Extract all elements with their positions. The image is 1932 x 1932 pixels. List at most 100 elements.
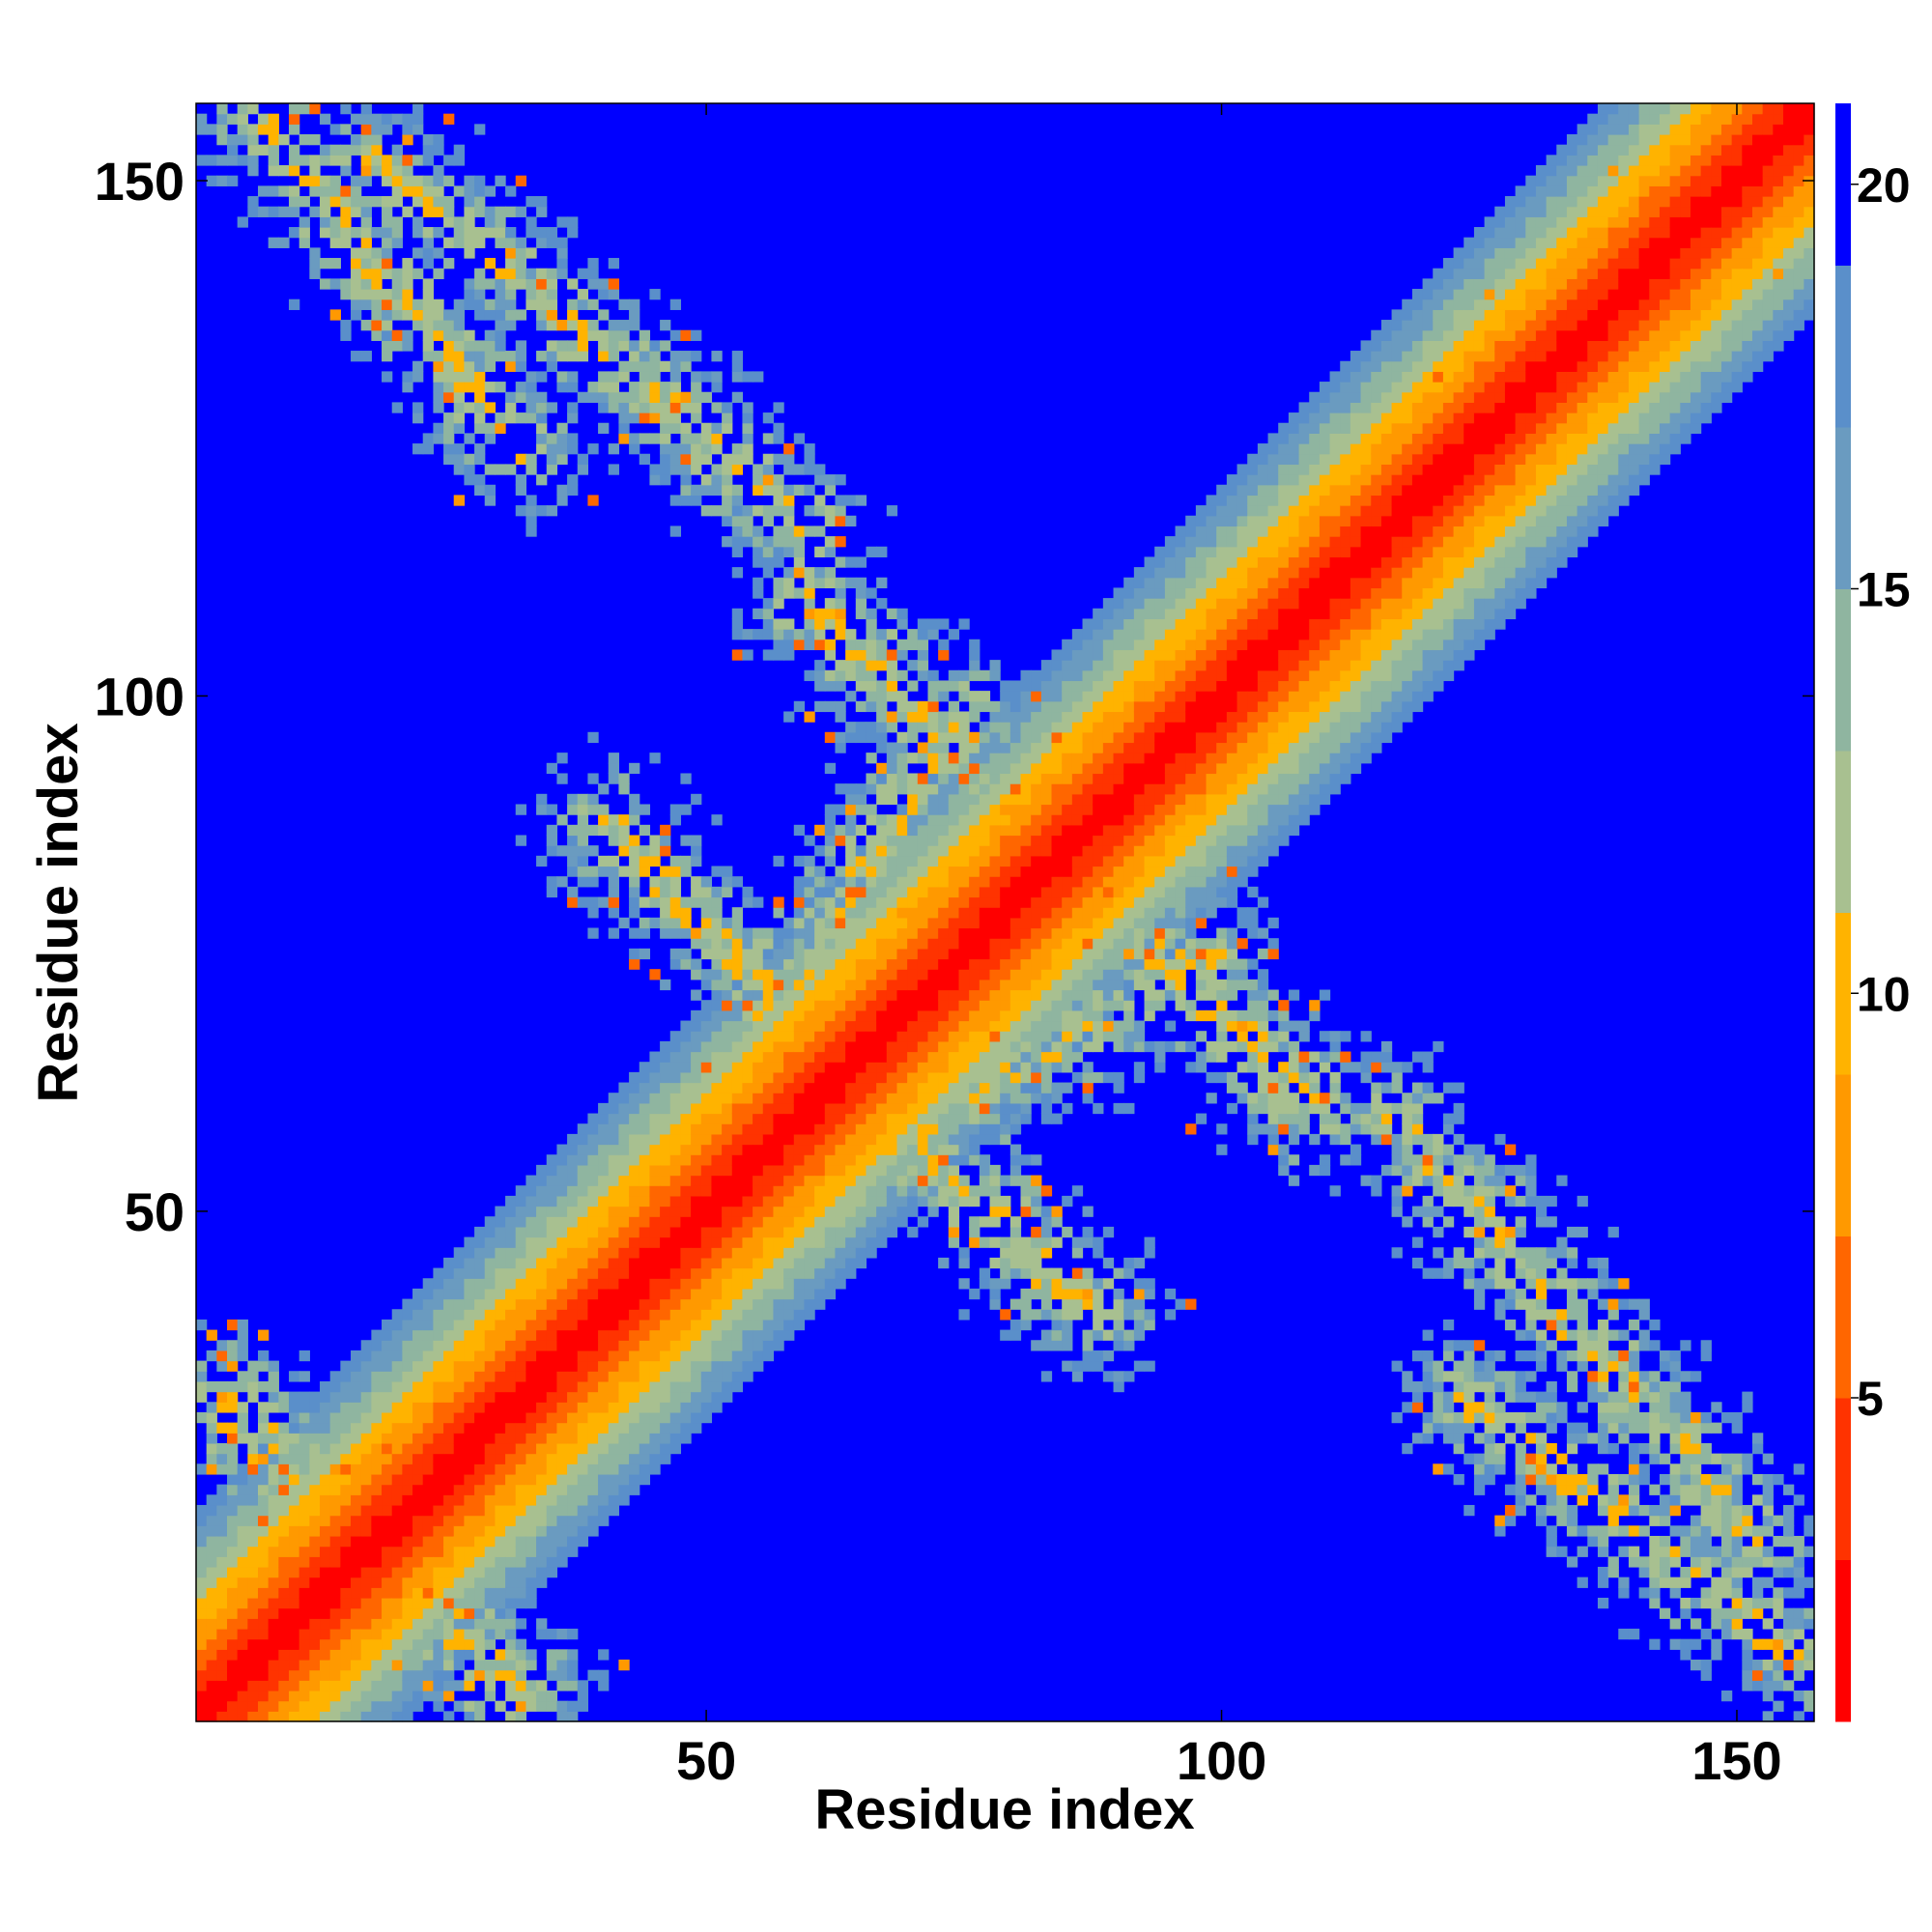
heatmap-cell — [835, 989, 846, 1001]
heatmap-cell — [495, 1463, 506, 1475]
heatmap-cell — [979, 773, 991, 784]
heatmap-cell — [505, 258, 517, 270]
heatmap-cell — [927, 1164, 939, 1177]
heatmap-cell — [433, 1380, 444, 1393]
heatmap-cell — [484, 1247, 496, 1259]
heatmap-cell — [360, 278, 372, 290]
heatmap-cell — [938, 896, 950, 908]
heatmap-cell — [484, 351, 496, 362]
heatmap-cell — [371, 1711, 383, 1722]
heatmap-cell — [608, 382, 620, 393]
heatmap-cell — [917, 886, 929, 898]
heatmap-cell — [989, 927, 1001, 939]
heatmap-cell — [927, 969, 939, 980]
heatmap-cell — [464, 464, 475, 475]
heatmap-cell — [443, 329, 455, 341]
heatmap-cell — [340, 1587, 352, 1599]
heatmap-cell — [598, 1247, 610, 1259]
heatmap-cell — [237, 1669, 248, 1681]
heatmap-cell — [1062, 1195, 1073, 1208]
heatmap-cell — [845, 660, 857, 671]
heatmap-cell — [680, 453, 692, 466]
heatmap-cell — [608, 1298, 620, 1310]
heatmap-cell — [711, 484, 723, 497]
heatmap-cell — [608, 927, 620, 939]
heatmap-cell — [680, 1040, 692, 1053]
heatmap-cell — [639, 1226, 651, 1238]
heatmap-cell — [422, 309, 434, 321]
heatmap-cell — [866, 773, 877, 784]
heatmap-cell — [804, 938, 815, 950]
heatmap-cell — [762, 629, 775, 640]
heatmap-cell — [1009, 1051, 1022, 1063]
heatmap-cell — [1031, 958, 1042, 970]
heatmap-cell — [382, 237, 393, 248]
heatmap-cell — [258, 1453, 270, 1464]
heatmap-cell — [896, 886, 908, 898]
heatmap-cell — [691, 464, 702, 475]
heatmap-cell — [793, 484, 806, 497]
heatmap-cells — [196, 103, 1815, 1722]
heatmap-cell — [680, 1340, 692, 1351]
heatmap-cell — [453, 1577, 465, 1588]
heatmap-cell — [464, 196, 475, 208]
heatmap-cell — [804, 1040, 815, 1053]
heatmap-cell — [567, 1669, 579, 1681]
heatmap-cell — [886, 1133, 898, 1146]
heatmap-cell — [700, 1309, 713, 1321]
heatmap-cell — [618, 1257, 630, 1269]
heatmap-cell — [391, 144, 403, 156]
heatmap-cell — [804, 1133, 815, 1146]
heatmap-cell — [515, 1700, 526, 1712]
heatmap-cell — [927, 1082, 939, 1094]
heatmap-cell — [896, 1020, 908, 1032]
heatmap-cell — [412, 268, 424, 279]
heatmap-cell — [320, 1411, 331, 1424]
heatmap-cell — [762, 1123, 775, 1135]
heatmap-cell — [639, 1062, 651, 1073]
heatmap-cell — [1062, 1040, 1073, 1053]
heatmap-cell — [649, 845, 661, 857]
heatmap-cell — [938, 845, 950, 857]
heatmap-cell — [639, 1093, 651, 1104]
heatmap-cell — [474, 1669, 486, 1681]
heatmap-cell — [320, 1525, 331, 1537]
heatmap-cell — [958, 1082, 970, 1094]
heatmap-cell — [680, 1257, 692, 1269]
heatmap-cell — [474, 1371, 486, 1382]
heatmap-cell — [917, 649, 929, 661]
heatmap-cell — [227, 1597, 239, 1609]
heatmap-cell — [700, 1226, 713, 1238]
heatmap-cell — [618, 422, 630, 434]
heatmap-cell — [700, 1298, 713, 1310]
heatmap-cell — [969, 669, 980, 682]
heatmap-cell — [216, 1515, 228, 1526]
heatmap-cell — [1040, 731, 1053, 744]
heatmap-cell — [773, 1009, 784, 1022]
heatmap-cell — [969, 731, 980, 744]
heatmap-cell — [567, 793, 579, 806]
heatmap-cell — [762, 1113, 775, 1124]
heatmap-cell — [484, 1433, 496, 1444]
heatmap-cell — [608, 1195, 620, 1208]
heatmap-cell — [577, 1257, 589, 1269]
heatmap-cell — [866, 814, 877, 826]
heatmap-cell — [876, 1062, 888, 1073]
heatmap-cell — [907, 1133, 919, 1146]
heatmap-cell — [855, 1185, 867, 1197]
heatmap-cell — [804, 979, 815, 991]
heatmap-cell — [700, 422, 713, 434]
heatmap-cell — [660, 1051, 671, 1063]
heatmap-cell — [804, 927, 815, 939]
heatmap-cell — [402, 268, 413, 279]
heatmap-cell — [391, 237, 403, 248]
heatmap-cell — [876, 979, 888, 991]
heatmap-cell — [835, 835, 846, 846]
heatmap-cell — [289, 1371, 300, 1382]
heatmap-cell — [948, 979, 960, 991]
heatmap-cell — [608, 464, 620, 475]
heatmap-cell — [608, 1350, 620, 1362]
heatmap-cell — [402, 329, 413, 341]
heatmap-cell — [196, 1659, 208, 1671]
heatmap-cell — [453, 1422, 465, 1434]
